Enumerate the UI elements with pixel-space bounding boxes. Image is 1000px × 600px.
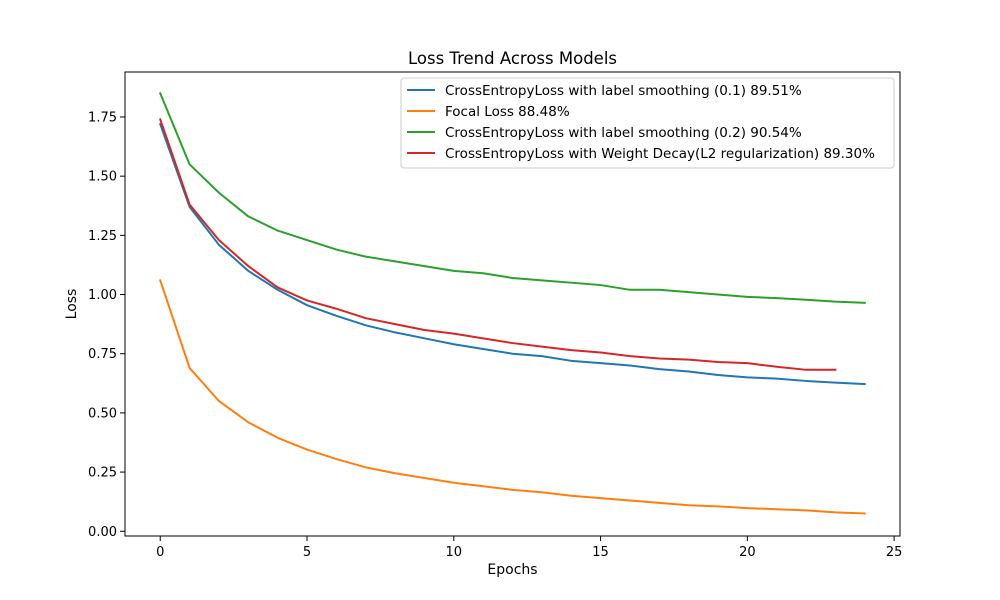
y-axis-label: Loss <box>64 289 80 320</box>
legend-frame <box>400 77 895 169</box>
series-line-2 <box>158 279 866 515</box>
x-tick-label: 10 <box>446 545 463 560</box>
y-tick-label: 1.25 <box>88 229 117 244</box>
y-tick-label: 1.00 <box>88 288 117 303</box>
x-tick-label: 5 <box>303 545 311 560</box>
plot-frame <box>124 71 901 537</box>
legend-label: Focal Loss 88.48% <box>445 104 570 120</box>
y-tick-label: 1.50 <box>88 170 117 185</box>
x-tick-label: 25 <box>886 545 903 560</box>
y-tick-label: 0.50 <box>88 406 117 421</box>
series-line-3 <box>158 92 866 304</box>
series-line-1 <box>158 122 866 386</box>
chart-title: Loss Trend Across Models <box>408 49 617 68</box>
x-tick-label: 20 <box>739 545 756 560</box>
legend-label: CrossEntropyLoss with Weight Decay(L2 re… <box>445 146 875 162</box>
series-line-4 <box>158 118 837 371</box>
x-tick-label: 15 <box>592 545 609 560</box>
y-tick-label: 0.75 <box>88 347 117 362</box>
legend-label: CrossEntropyLoss with label smoothing (0… <box>445 83 802 99</box>
y-tick-label: 1.75 <box>88 110 117 125</box>
y-axis: 0.00 0.25 0.50 0.75 1.00 1.25 1.50 1.75 <box>88 110 125 540</box>
legend: CrossEntropyLoss with label smoothing (0… <box>400 77 895 169</box>
x-axis: 0 5 10 15 20 25 <box>156 536 902 560</box>
x-tick-label: 0 <box>156 545 164 560</box>
y-tick-label: 0.25 <box>88 466 117 481</box>
legend-label: CrossEntropyLoss with label smoothing (0… <box>445 125 802 141</box>
y-tick-label: 0.00 <box>88 525 117 540</box>
x-axis-label: Epochs <box>487 562 537 578</box>
series-layer <box>158 92 866 515</box>
